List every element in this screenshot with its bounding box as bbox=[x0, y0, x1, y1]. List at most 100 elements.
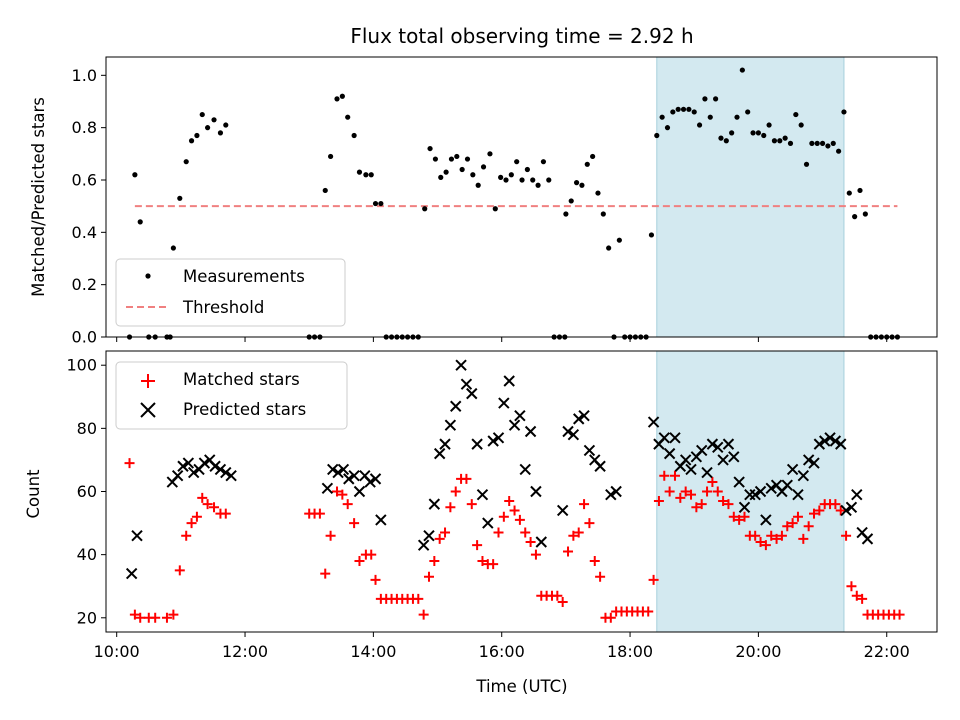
bottom-panel: 20 40 60 80 100 10:00 12:00 14:00 16:00 18:00 20:0… bbox=[66, 350, 938, 661]
measurement-point bbox=[606, 245, 612, 251]
matched-star-point bbox=[530, 549, 541, 560]
predicted-star-point bbox=[583, 444, 596, 457]
measurement-point bbox=[616, 237, 622, 243]
matched-star-point bbox=[712, 486, 723, 497]
measurement-point bbox=[654, 132, 660, 139]
predicted-star-point bbox=[498, 397, 510, 409]
predicted-star-point bbox=[225, 470, 237, 482]
matched-star-point bbox=[846, 581, 857, 592]
predicted-star-point bbox=[332, 466, 344, 479]
predicted-star-point bbox=[182, 457, 195, 469]
predicted-star-point bbox=[578, 410, 590, 422]
measurement-point bbox=[680, 106, 687, 112]
measurement-point bbox=[579, 182, 585, 188]
predicted-star-point bbox=[460, 378, 473, 390]
measurement-point bbox=[702, 96, 708, 102]
predicted-star-point bbox=[476, 488, 489, 501]
measurement-point bbox=[761, 132, 767, 139]
matched-star-point bbox=[197, 492, 208, 503]
predicted-star-point bbox=[685, 463, 697, 476]
bottom-x-tick-label: 18:00 bbox=[607, 642, 653, 661]
measurement-point bbox=[825, 143, 831, 149]
predicted-star-point bbox=[728, 451, 740, 463]
predicted-star-point bbox=[508, 419, 521, 431]
measurement-point bbox=[363, 172, 369, 178]
measurement-point bbox=[480, 164, 487, 170]
predicted-star-point bbox=[220, 466, 232, 479]
measurement-point bbox=[211, 117, 217, 123]
measurement-point bbox=[568, 198, 574, 204]
predicted-star-point bbox=[369, 473, 382, 485]
predicted-star-point bbox=[348, 470, 360, 482]
matched-star-point bbox=[493, 527, 504, 538]
matched-star-point bbox=[418, 609, 429, 620]
predicted-star-point bbox=[658, 432, 670, 444]
matched-star-point bbox=[814, 505, 825, 516]
matched-star-point bbox=[135, 612, 146, 623]
measurement-point bbox=[372, 200, 379, 207]
measurement-point bbox=[454, 153, 460, 160]
measurement-point bbox=[540, 159, 547, 165]
matched-star-point bbox=[314, 508, 325, 519]
measurement-point bbox=[755, 130, 761, 136]
predicted-star-point bbox=[444, 419, 457, 431]
matched-star-point bbox=[445, 502, 456, 513]
matched-star-point bbox=[760, 540, 771, 551]
predicted-star-point bbox=[573, 413, 585, 425]
bottom-legend-box bbox=[115, 361, 348, 430]
predicted-star-point bbox=[605, 488, 617, 501]
measurement-point bbox=[503, 177, 509, 183]
matched-star-point bbox=[702, 486, 713, 497]
matched-star-point bbox=[557, 597, 568, 608]
measurement-point bbox=[713, 96, 719, 102]
predicted-star-point bbox=[610, 485, 622, 498]
matched-star-point bbox=[766, 530, 777, 541]
measurement-point bbox=[857, 187, 863, 194]
matched-star-point bbox=[563, 546, 574, 557]
measurement-point bbox=[432, 156, 439, 162]
matched-star-point bbox=[202, 499, 213, 510]
predicted-star-point bbox=[519, 463, 531, 476]
matched-star-point bbox=[605, 612, 616, 623]
matched-star-point bbox=[366, 549, 377, 560]
matched-star-point bbox=[370, 574, 381, 585]
predicted-star-point bbox=[524, 425, 537, 438]
bottom-x-tick-label: 14:00 bbox=[350, 642, 396, 661]
predicted-star-point bbox=[765, 482, 777, 495]
measurement-point bbox=[514, 159, 520, 165]
matched-star-point bbox=[680, 486, 691, 497]
matched-star-point bbox=[472, 540, 483, 551]
predicted-star-point bbox=[171, 470, 184, 482]
measurement-point bbox=[170, 245, 176, 251]
matched-star-point bbox=[337, 489, 348, 500]
matched-star-point bbox=[803, 521, 814, 532]
top-shaded-interval bbox=[656, 56, 845, 338]
predicted-star-point bbox=[706, 438, 719, 450]
measurement-point bbox=[584, 161, 590, 167]
predicted-star-point bbox=[797, 470, 810, 482]
predicted-star-point bbox=[781, 479, 793, 491]
matched-star-point bbox=[332, 486, 343, 497]
bottom-x-tick-label: 22:00 bbox=[864, 642, 910, 661]
predicted-star-point bbox=[471, 438, 483, 450]
matched-star-point bbox=[686, 489, 697, 500]
matched-star-point bbox=[718, 495, 729, 506]
bottom-y-tick-label: 60 bbox=[77, 482, 97, 501]
matched-star-point bbox=[504, 495, 515, 506]
bottom-x-tick-label: 16:00 bbox=[479, 642, 525, 661]
measurement-point bbox=[686, 106, 692, 112]
predicted-star-point bbox=[840, 504, 852, 517]
matched-star-point bbox=[595, 571, 606, 582]
predicted-star-point bbox=[439, 438, 451, 450]
matched-star-point bbox=[830, 499, 841, 510]
matched-star-point bbox=[325, 530, 336, 541]
matched-star-point bbox=[191, 511, 202, 522]
measurement-point bbox=[459, 166, 465, 173]
predicted-star-point bbox=[669, 432, 681, 444]
predicted-star-point bbox=[835, 438, 847, 450]
bottom-axes-frame bbox=[105, 350, 938, 633]
measurement-point bbox=[852, 214, 858, 220]
measurement-point bbox=[745, 109, 751, 115]
predicted-star-point bbox=[738, 501, 751, 513]
matched-star-point bbox=[342, 499, 353, 510]
